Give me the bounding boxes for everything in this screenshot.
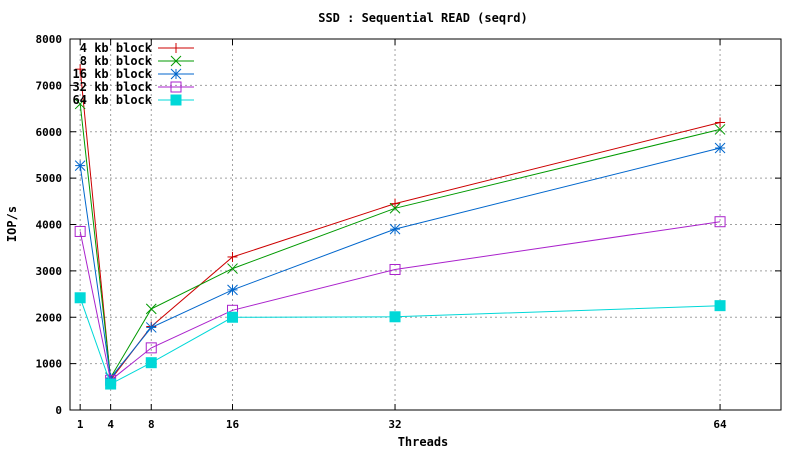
legend-label-16-kb-block: 16 kb block (73, 67, 153, 81)
y-tick-label-3000: 3000 (36, 265, 63, 278)
data-point-32-kb-block-32-box (389, 263, 401, 275)
y-tick-label-1000: 1000 (36, 358, 63, 371)
data-point-16-kb-block-32 (389, 223, 401, 235)
data-point-8-kb-block-32 (389, 202, 401, 214)
y-tick-label-4000: 4000 (36, 219, 63, 232)
data-point-8-kb-block-64-d2 (714, 124, 726, 135)
legend-marker-32-kb-block-box (170, 81, 182, 93)
x-tick-label-16: 16 (226, 418, 240, 431)
data-point-32-kb-block-64-box (714, 216, 726, 228)
data-point-32-kb-block-64 (714, 216, 726, 228)
data-point-32-kb-block-8-box (145, 342, 157, 354)
data-point-64-kb-block-8-box (145, 357, 157, 369)
x-tick-label-8: 8 (148, 418, 155, 431)
data-point-16-kb-block-32-d2 (389, 223, 401, 235)
legend-marker-32-kb-block (170, 81, 182, 93)
x-tick-label-4: 4 (107, 418, 114, 431)
data-point-64-kb-block-4 (105, 378, 117, 390)
data-point-64-kb-block-8 (145, 357, 157, 369)
legend-marker-64-kb-block (170, 94, 182, 106)
data-point-64-kb-block-4-box (105, 378, 117, 390)
series-line-64-kb-block (79, 297, 721, 385)
y-axis-label: IOP/s (5, 206, 19, 242)
legend-label-8-kb-block: 8 kb block (80, 54, 153, 68)
axes: 0 1000 2000 3000 4000 5000 6000 7000 8000 1 4 8 16 32… (36, 33, 781, 431)
data-point-16-kb-block-1 (74, 160, 86, 171)
series-line-8-kb-block (79, 103, 721, 380)
data-point-8-kb-block-16 (227, 263, 238, 274)
y-tick-label-5000: 5000 (36, 172, 63, 185)
data-point-4-kb-block-32 (390, 198, 401, 209)
chart-title: SSD : Sequential READ (seqrd) (318, 11, 528, 25)
y-tick-label-0: 0 (55, 404, 62, 417)
data-point-64-kb-block-32 (389, 311, 401, 323)
data-point-32-kb-block-32 (389, 263, 401, 275)
data-point-16-kb-block-16 (227, 284, 238, 296)
legend-label-4-kb-block: 4 kb block (80, 41, 153, 55)
legend-marker-8-kb-block-d2 (170, 55, 182, 67)
legend-marker-8-kb-block (170, 55, 182, 67)
data-point-8-kb-block-1-d2 (74, 98, 86, 110)
data-point-8-kb-block-16-d2 (227, 263, 238, 274)
data-point-4-kb-block-16 (227, 251, 238, 262)
data-point-64-kb-block-16 (227, 311, 239, 323)
legend-marker-16-kb-block (170, 68, 182, 80)
data-point-64-kb-block-1-box (74, 292, 86, 304)
data-point-8-kb-block-64 (714, 124, 726, 135)
x-tick-label-64: 64 (713, 418, 727, 431)
legend-label-32-kb-block: 32 kb block (73, 80, 153, 94)
data-point-8-kb-block-8 (145, 303, 157, 315)
data-point-64-kb-block-64-box (714, 300, 726, 312)
legend-marker-64-kb-block-box (170, 94, 182, 106)
data-point-64-kb-block-64 (714, 300, 726, 312)
series-line-32-kb-block (79, 221, 721, 382)
data-point-8-kb-block-1 (74, 98, 86, 110)
data-point-32-kb-block-1 (74, 225, 86, 237)
data-point-64-kb-block-32-box (389, 311, 401, 323)
x-tick-label-32: 32 (388, 418, 401, 431)
data-point-32-kb-block-1-box (74, 225, 86, 237)
y-tick-label-2000: 2000 (36, 311, 63, 324)
data-point-64-kb-block-16-box (227, 311, 239, 323)
legend-label-64-kb-block: 64 kb block (73, 93, 153, 107)
x-axis-label: Threads (398, 435, 449, 449)
data-point-4-kb-block-1 (75, 64, 86, 75)
data-point-8-kb-block-8-d2 (145, 303, 157, 315)
legend-marker-4-kb-block (171, 43, 181, 53)
data-point-16-kb-block-64 (714, 142, 726, 154)
legend-marker-16-kb-block-d2 (170, 68, 182, 80)
y-tick-label-8000: 8000 (36, 33, 63, 46)
series-line-16-kb-block (79, 147, 721, 380)
series-group (74, 64, 726, 390)
data-point-16-kb-block-64-d2 (714, 142, 726, 154)
data-point-4-kb-block-64 (715, 117, 726, 128)
data-point-16-kb-block-8-d2 (145, 322, 157, 333)
data-point-16-kb-block-16-d2 (227, 284, 238, 296)
y-tick-label-6000: 6000 (36, 126, 63, 139)
data-point-32-kb-block-8 (145, 342, 157, 354)
plot-frame (69, 38, 782, 411)
data-point-8-kb-block-32-d2 (389, 202, 401, 214)
x-tick-label-1: 1 (77, 418, 84, 431)
data-point-64-kb-block-1 (74, 292, 86, 304)
data-point-16-kb-block-1-d2 (74, 160, 86, 171)
data-point-16-kb-block-8 (145, 322, 157, 333)
y-tick-label-7000: 7000 (36, 79, 63, 92)
